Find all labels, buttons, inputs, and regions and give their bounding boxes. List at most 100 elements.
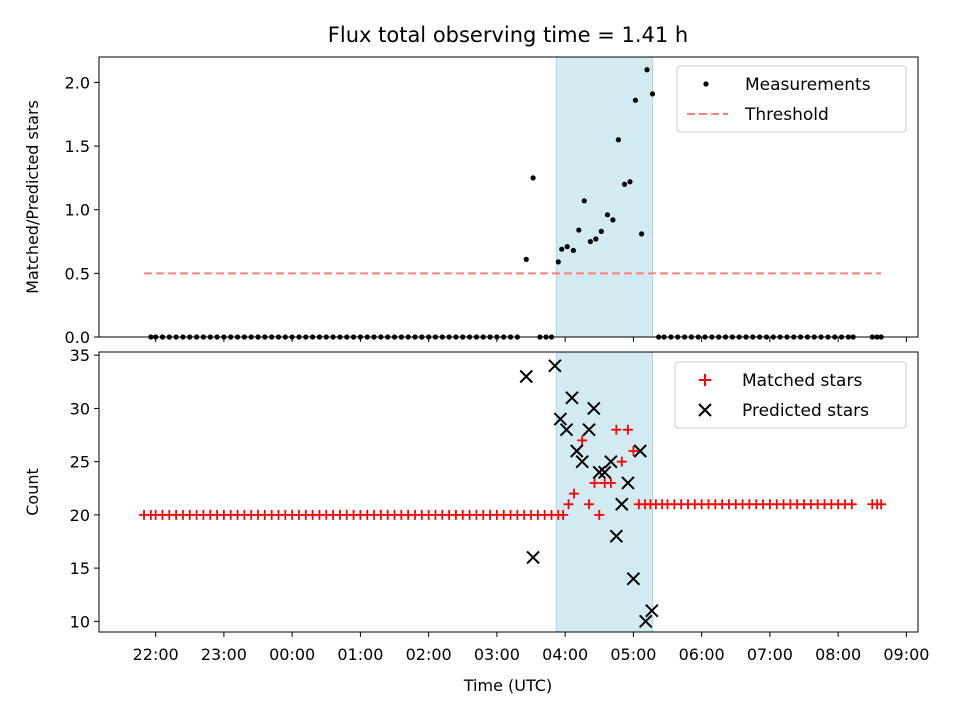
matched-point — [616, 456, 627, 467]
matched-point — [577, 435, 588, 446]
measurement-point — [598, 228, 604, 234]
predicted-point — [575, 454, 589, 469]
legend-box — [674, 361, 907, 429]
predicted-point — [565, 391, 579, 405]
x-tick-label: 09:00 — [883, 645, 929, 664]
matched-point — [622, 424, 633, 435]
measurement-point — [559, 246, 565, 252]
matched-point — [589, 477, 600, 488]
predicted-point — [645, 604, 659, 618]
x-tick-label: 06:00 — [679, 645, 725, 664]
x-axis-ticks — [155, 337, 907, 342]
legend-marker-matched — [699, 374, 711, 386]
matched-point — [563, 499, 574, 510]
y-axis: 10 15 20 25 30 35 — [70, 346, 99, 631]
y-tick-label: 30 — [70, 399, 90, 418]
measurement-point — [587, 238, 594, 245]
predicted-point — [587, 401, 601, 416]
matched-point — [594, 509, 605, 520]
x-tick-label: 07:00 — [747, 645, 793, 664]
predicted-point — [598, 465, 612, 480]
legend-label-threshold: Threshold — [744, 105, 829, 125]
plot-marks — [139, 359, 887, 629]
y-tick-label: 20 — [70, 506, 90, 525]
measurement-point — [530, 175, 536, 181]
matched-point — [605, 477, 616, 488]
measurement-point — [523, 256, 529, 262]
predicted-point — [570, 444, 584, 458]
y-tick-label: 0.5 — [65, 264, 90, 283]
measurement-point — [581, 198, 587, 204]
legend-label-matched: Matched stars — [742, 371, 862, 391]
x-axis-label: Time (UTC) — [463, 676, 552, 695]
series-measurements — [148, 67, 884, 340]
chart-title: Flux total observing time = 1.41 h — [328, 23, 688, 47]
predicted-point — [604, 454, 618, 469]
x-tick-label: 05:00 — [610, 645, 656, 664]
y-tick-label: 2.0 — [65, 73, 90, 92]
legend: Matched stars Predicted stars — [674, 361, 907, 429]
legend: Measurements Threshold — [676, 65, 907, 133]
x-tick-label: 03:00 — [474, 645, 520, 664]
x-tick-label: 00:00 — [269, 645, 315, 664]
predicted-point — [609, 529, 624, 543]
matched-point — [611, 424, 622, 435]
legend-box — [676, 65, 907, 133]
shaded-region — [555, 56, 654, 338]
measurement-point — [644, 67, 650, 73]
measurement-point — [564, 244, 570, 250]
matched-point — [846, 499, 857, 510]
measurement-point — [627, 179, 633, 185]
shaded-region — [555, 351, 654, 633]
y-axis-label: Matched/Predicted stars — [23, 100, 42, 294]
plot-marks — [144, 67, 884, 340]
measurement-point — [570, 247, 576, 254]
shaded-interval — [555, 56, 654, 338]
predicted-point — [553, 412, 568, 426]
measurement-point — [638, 231, 645, 237]
measurement-point — [621, 181, 628, 187]
y-tick-label: 25 — [70, 453, 90, 472]
y-axis-label: Count — [23, 468, 42, 516]
predicted-point — [548, 359, 562, 373]
x-tick-label: 02:00 — [406, 645, 452, 664]
series-matched-stars — [139, 424, 887, 520]
panel-ratio: Flux total observing time = 1.41 h 0.00.… — [23, 23, 919, 347]
legend-label-predicted: Predicted stars — [742, 401, 869, 421]
y-tick-label: 15 — [70, 559, 90, 578]
legend-marker-predicted — [698, 403, 712, 417]
measurement-point — [604, 212, 611, 218]
x-tick-label: 22:00 — [133, 645, 179, 664]
predicted-point — [519, 369, 533, 384]
predicted-point — [621, 476, 635, 490]
measurement-point — [649, 91, 656, 97]
predicted-point — [559, 423, 574, 437]
y-axis: 0.0 0.5 1.0 1.5 2.0 — [65, 73, 99, 347]
x-axis: 22:00 23:00 00:00 01:00 02:00 03:00 04:00 05:00… — [133, 632, 929, 664]
measurement-point — [555, 259, 561, 265]
matched-point — [876, 499, 887, 510]
matched-point — [558, 509, 569, 520]
y-tick-label: 0.0 — [65, 328, 90, 347]
y-tick-label: 35 — [70, 346, 90, 365]
axes-frame — [98, 56, 919, 338]
measurement-point — [615, 137, 621, 143]
predicted-point — [638, 614, 653, 629]
panel-counts: 10 15 20 25 30 35 22:00 23:00 00:00 01:00 02:00 03… — [23, 346, 929, 695]
matched-point — [569, 488, 580, 499]
x-tick-label: 04:00 — [542, 645, 588, 664]
measurement-point — [593, 236, 599, 242]
legend-label-measurements: Measurements — [745, 75, 871, 95]
x-tick-label: 23:00 — [201, 645, 247, 664]
matched-point — [584, 499, 595, 510]
measurement-point — [632, 97, 639, 103]
x-tick-label: 01:00 — [337, 645, 383, 664]
predicted-point — [526, 550, 540, 565]
predicted-point — [582, 423, 596, 437]
matched-point — [628, 446, 639, 457]
y-tick-label: 1.5 — [65, 137, 90, 156]
shaded-interval — [555, 351, 654, 633]
x-tick-label: 08:00 — [815, 645, 861, 664]
y-tick-label: 1.0 — [65, 201, 90, 220]
